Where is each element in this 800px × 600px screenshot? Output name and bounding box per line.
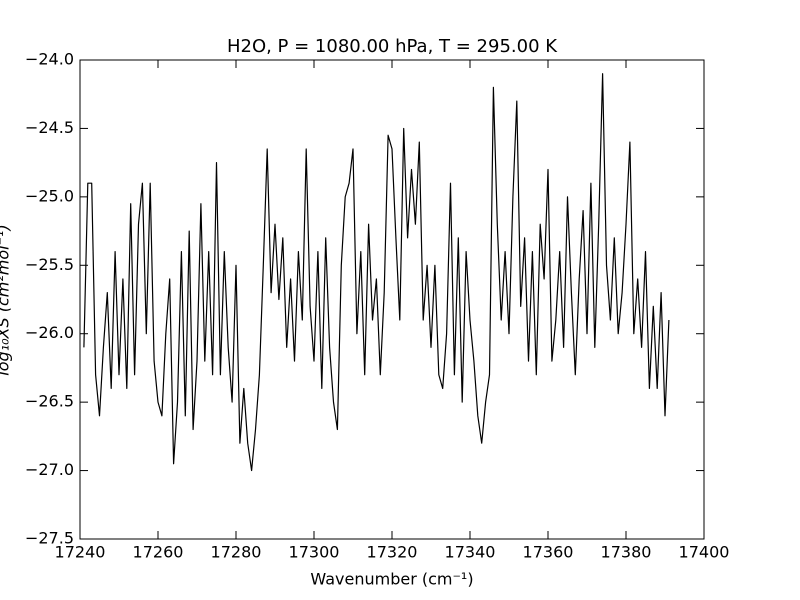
x-tick-label: 17260 [133,543,184,562]
x-tick-label: 17340 [445,543,496,562]
chart-title: H2O, P = 1080.00 hPa, T = 295.00 K [227,36,558,57]
y-tick-label: −26.5 [25,392,74,411]
y-tick-label: −27.5 [25,529,74,548]
x-tick-label: 17400 [679,543,730,562]
y-axis-label: log₁₀XS (cm²mol⁻¹) [0,224,13,375]
x-tick-label: 17360 [523,543,574,562]
x-tick-label: 17280 [211,543,262,562]
y-tick-label: −25.0 [25,186,74,205]
x-axis-label: Wavenumber (cm⁻¹) [310,570,473,589]
y-tick-label: −25.5 [25,255,74,274]
y-tick-label: −27.0 [25,460,74,479]
x-tick-label: 17320 [367,543,418,562]
y-tick-label: −26.0 [25,323,74,342]
plot-area [83,73,670,472]
x-tick-label: 17380 [601,543,652,562]
spectrum-line [83,73,670,472]
x-tick-label: 17240 [55,543,106,562]
y-tick-label: −24.0 [25,50,74,69]
x-tick-label: 17300 [289,543,340,562]
y-tick-label: −24.5 [25,118,74,137]
